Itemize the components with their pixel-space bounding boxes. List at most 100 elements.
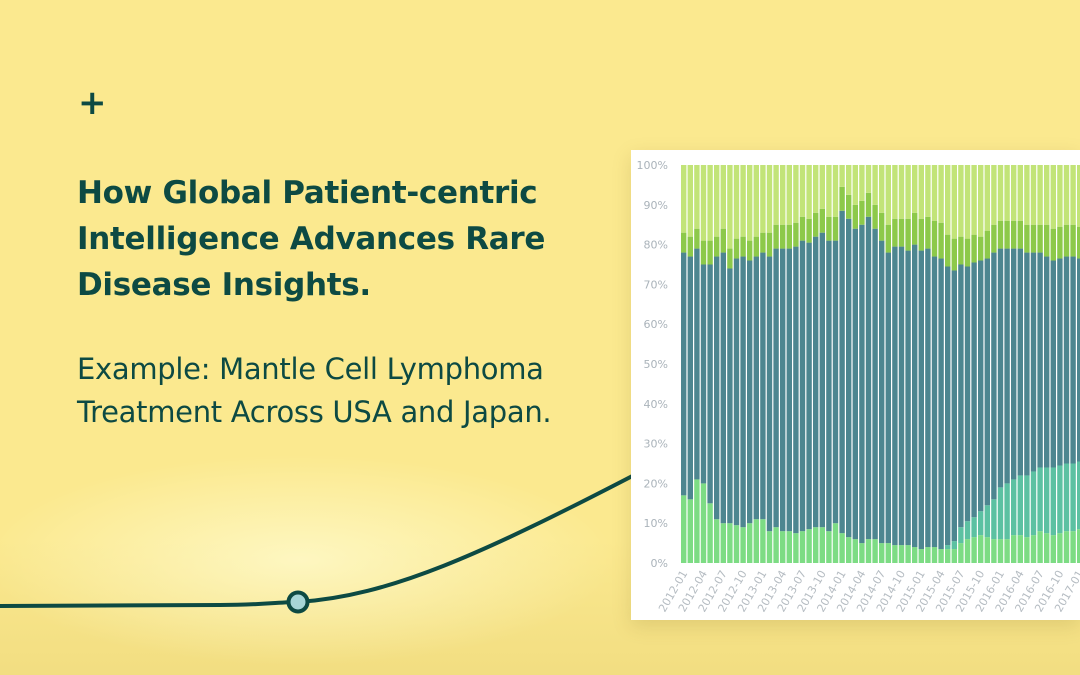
y-tick-label: 0%	[651, 557, 668, 570]
bar-segment-2014-10-s0	[898, 545, 905, 563]
bar-segment-2012-08-s3	[727, 248, 733, 269]
bar-segment-2016-10-s3	[1057, 226, 1063, 259]
bar-segment-2012-08-s0	[727, 523, 733, 563]
y-tick-label: 70%	[644, 278, 668, 291]
bar-segment-2015-11-s4	[984, 165, 990, 231]
bar-segment-2014-02-s2	[846, 218, 852, 538]
bar-segment-2012-05-s2	[707, 264, 713, 504]
bar-segment-2013-04-s2	[780, 248, 786, 532]
bar-segment-2016-04-s1	[1017, 475, 1023, 536]
bar-segment-2014-08-s2	[885, 252, 891, 544]
bar-segment-2015-03-s3	[931, 220, 938, 257]
bar-segment-2016-05-s4	[1024, 165, 1030, 225]
bar-segment-2013-02-s0	[766, 531, 773, 563]
bar-segment-2015-07-s3	[958, 236, 964, 265]
bar-segment-2013-04-s4	[780, 165, 786, 225]
bar-segment-2015-03-s2	[931, 256, 938, 548]
bar-segment-2014-08-s0	[885, 543, 891, 563]
bar-segment-2012-07-s4	[720, 165, 726, 229]
bar-segment-2014-05-s3	[865, 192, 872, 217]
bar-segment-2015-05-s4	[945, 165, 951, 235]
bar-segment-2012-01-s4	[681, 165, 687, 233]
bar-segment-2013-04-s0	[780, 531, 786, 563]
bar-segment-2014-04-s3	[859, 200, 865, 225]
bar-segment-2016-05-s1	[1024, 475, 1030, 538]
bar-segment-2016-05-s2	[1024, 252, 1030, 476]
bar-segment-2012-11-s3	[747, 240, 753, 261]
bar-segment-2016-03-s0	[1011, 535, 1017, 563]
y-tick-label: 10%	[644, 517, 668, 530]
bar-segment-2013-12-s4	[832, 165, 839, 217]
bar-segment-2013-04-s3	[780, 224, 786, 249]
bar-segment-2014-09-s3	[892, 218, 898, 247]
bar-segment-2012-01-s2	[681, 252, 687, 496]
bar-segment-2014-09-s2	[892, 246, 898, 546]
y-tick-label: 90%	[644, 199, 668, 212]
growth-curve-line	[0, 470, 642, 608]
bar-segment-2013-06-s4	[793, 165, 799, 223]
bar-segment-2013-11-s3	[826, 216, 832, 241]
bar-segment-2014-10-s4	[898, 165, 905, 219]
plus-icon: +	[78, 83, 107, 123]
bar-segment-2016-09-s0	[1050, 535, 1056, 563]
bar-segment-2013-10-s2	[819, 232, 825, 528]
bar-segment-2013-09-s0	[813, 527, 819, 563]
bar-segment-2012-10-s3	[740, 236, 746, 257]
bar-segment-2012-04-s3	[700, 240, 707, 265]
bar-segment-2014-09-s0	[892, 545, 898, 563]
bar-segment-2015-01-s4	[918, 165, 924, 219]
bar-segment-2015-09-s1	[971, 517, 977, 538]
bar-segment-2012-10-s2	[740, 256, 746, 528]
y-tick-label: 80%	[644, 239, 668, 252]
bar-segment-2016-08-s3	[1044, 224, 1050, 257]
bar-segment-2014-12-s2	[912, 244, 918, 548]
bar-segment-2012-10-s4	[740, 165, 746, 237]
y-tick-label: 60%	[644, 318, 668, 331]
bar-segment-2016-07-s3	[1037, 224, 1043, 253]
bar-segment-2012-06-s0	[714, 519, 720, 563]
bar-segment-2013-01-s2	[760, 252, 766, 520]
bar-segment-2013-02-s3	[766, 232, 773, 257]
bar-segment-2012-08-s2	[727, 268, 733, 524]
bar-segment-2014-06-s3	[872, 204, 878, 229]
bar-segment-2016-12-s4	[1070, 165, 1076, 225]
bar-segment-2012-03-s3	[694, 228, 700, 249]
bar-segment-2014-12-s0	[912, 547, 918, 563]
bar-segment-2016-05-s3	[1024, 224, 1030, 253]
bar-segment-2012-03-s4	[694, 165, 700, 229]
bar-segment-2015-10-s0	[978, 535, 984, 563]
bar-segment-2016-02-s2	[1004, 248, 1010, 484]
bar-segment-2016-10-s2	[1057, 258, 1063, 466]
bar-segment-2016-02-s0	[1004, 539, 1010, 563]
bar-segment-2015-09-s2	[971, 262, 977, 518]
bar-segment-2013-12-s3	[832, 216, 839, 241]
y-tick-label: 30%	[644, 438, 668, 451]
bar-segment-2013-03-s0	[773, 527, 779, 563]
bar-segment-2012-06-s3	[714, 236, 720, 257]
bar-segment-2013-01-s0	[760, 519, 766, 563]
bar-segment-2012-12-s3	[753, 236, 759, 257]
bar-segment-2016-09-s1	[1050, 467, 1056, 536]
bar-segment-2014-06-s0	[872, 539, 878, 563]
bar-segment-2013-09-s3	[813, 212, 819, 237]
bar-segment-2014-07-s4	[879, 165, 885, 213]
bar-segment-2016-01-s0	[997, 539, 1004, 563]
bar-segment-2015-08-s3	[964, 238, 971, 267]
bar-segment-2014-03-s3	[852, 204, 858, 229]
bar-segment-2012-08-s4	[727, 165, 733, 249]
bar-segment-2012-10-s0	[740, 527, 746, 563]
bar-segment-2013-10-s0	[819, 527, 825, 563]
bar-segment-2016-04-s3	[1017, 220, 1023, 249]
bar-segment-2016-08-s0	[1044, 533, 1050, 563]
bar-segment-2015-04-s0	[938, 549, 944, 563]
bar-segment-2013-02-s4	[766, 165, 773, 233]
bar-segment-2015-02-s4	[925, 165, 931, 217]
bar-segment-2015-07-s1	[958, 527, 964, 544]
bar-segment-2014-01-s0	[839, 533, 845, 563]
bar-segment-2015-08-s1	[964, 521, 971, 540]
bar-segment-2015-12-s1	[991, 499, 997, 540]
bar-segment-2015-05-s3	[945, 234, 951, 267]
bar-segment-2012-05-s3	[707, 240, 713, 265]
bar-segment-2012-09-s4	[733, 165, 740, 239]
bar-segment-2013-07-s4	[799, 165, 806, 217]
